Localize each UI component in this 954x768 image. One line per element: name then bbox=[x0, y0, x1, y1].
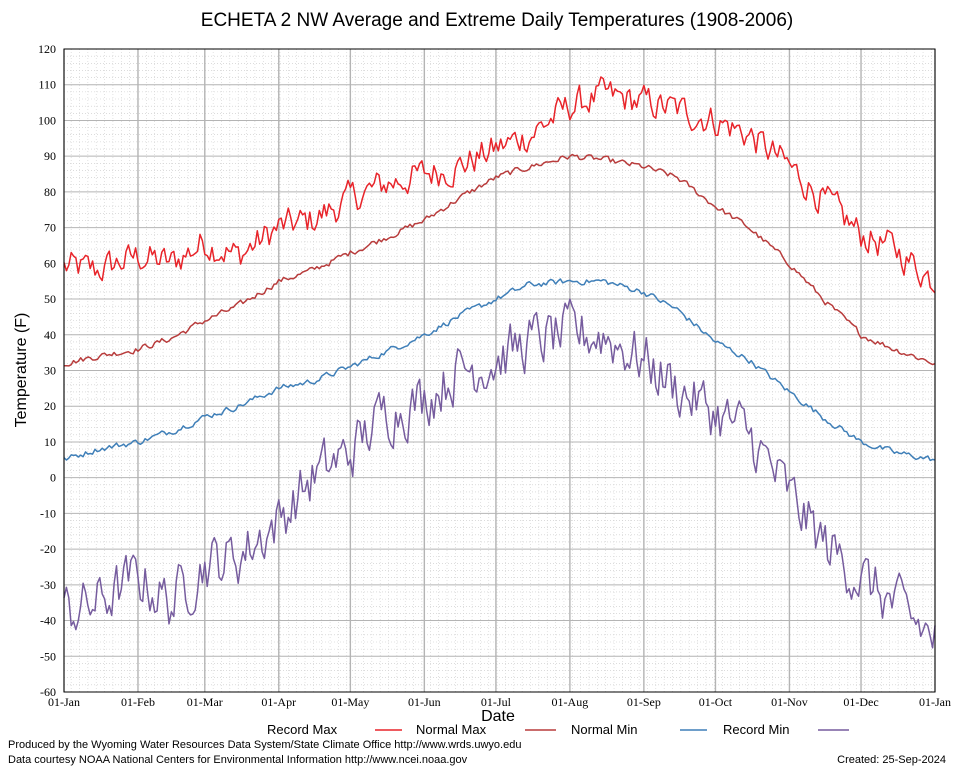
legend-label-0: Record Max bbox=[267, 722, 338, 737]
y-tick-label: -50 bbox=[40, 649, 56, 663]
y-tick-label: -30 bbox=[40, 578, 56, 592]
created-date: Created: 25-Sep-2024 bbox=[837, 754, 946, 766]
credit-produced-by: Produced by the Wyoming Water Resources … bbox=[8, 739, 521, 751]
y-tick-label: -60 bbox=[40, 685, 56, 699]
chart-title: ECHETA 2 NW Average and Extreme Daily Te… bbox=[201, 10, 793, 31]
legend-label-1: Normal Max bbox=[416, 722, 487, 737]
y-tick-label: 10 bbox=[44, 435, 56, 449]
x-tick-label: 01-Jan bbox=[48, 695, 80, 709]
y-tick-label: 40 bbox=[44, 328, 56, 342]
series-line-1 bbox=[64, 153, 936, 367]
x-tick-label: 01-Sep bbox=[627, 695, 661, 709]
y-tick-label: 90 bbox=[44, 149, 56, 163]
x-axis-label: Date bbox=[481, 708, 515, 725]
x-tick-label: 01-Jan bbox=[919, 695, 951, 709]
y-tick-label: -10 bbox=[40, 506, 56, 520]
x-tick-label: 01-Jun bbox=[408, 695, 441, 709]
x-tick-label: 01-Nov bbox=[771, 695, 808, 709]
y-tick-label: 60 bbox=[44, 256, 56, 270]
x-tick-label: 01-Oct bbox=[699, 695, 733, 709]
legend: Record Max Normal Max Normal Min Record Min bbox=[267, 722, 849, 737]
y-tick-label: -40 bbox=[40, 614, 56, 628]
y-axis-label: Temperature (F) bbox=[13, 313, 30, 428]
credit-data-courtesy: Data courtesy NOAA National Centers for … bbox=[8, 754, 468, 766]
x-axis-ticks: 01-Jan 01-Feb 01-Mar 01-Apr 01-May 01-Jun 01-J… bbox=[48, 695, 951, 709]
y-axis-ticks: 1201101009080706050403020100-10-20-30-40… bbox=[38, 42, 56, 699]
y-tick-label: 20 bbox=[44, 399, 56, 413]
y-tick-label: 110 bbox=[38, 78, 56, 92]
plot-area bbox=[63, 48, 936, 693]
x-tick-label: 01-Dec bbox=[843, 695, 878, 709]
y-tick-label: 80 bbox=[44, 185, 56, 199]
y-tick-label: 70 bbox=[44, 221, 56, 235]
plot-frame bbox=[63, 48, 936, 693]
y-tick-label: 50 bbox=[44, 292, 56, 306]
y-tick-label: 0 bbox=[50, 471, 56, 485]
x-tick-label: 01-Mar bbox=[187, 695, 223, 709]
series-line-2 bbox=[63, 278, 936, 462]
x-tick-label: 01-May bbox=[331, 695, 369, 709]
x-tick-label: 01-Apr bbox=[261, 695, 296, 709]
legend-label-3: Record Min bbox=[723, 722, 789, 737]
y-tick-label: -20 bbox=[40, 542, 56, 556]
y-tick-label: 100 bbox=[38, 113, 56, 127]
x-tick-label: 01-Aug bbox=[552, 695, 589, 709]
x-tick-label: 01-Feb bbox=[121, 695, 155, 709]
legend-label-2: Normal Min bbox=[571, 722, 637, 737]
series-line-3 bbox=[63, 298, 936, 649]
series-line-0 bbox=[63, 76, 936, 294]
series-lines bbox=[63, 76, 936, 649]
x-tick-label: 01-Jul bbox=[481, 695, 512, 709]
y-tick-label: 30 bbox=[44, 364, 56, 378]
y-tick-label: 120 bbox=[38, 42, 56, 56]
